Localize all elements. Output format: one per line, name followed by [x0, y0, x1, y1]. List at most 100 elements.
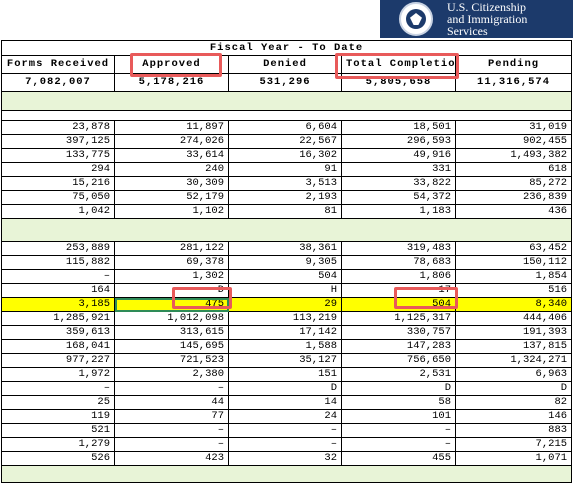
agency-name-line: Services [447, 24, 488, 38]
table-cell: – [114, 437, 229, 452]
table-row: 253,889 281,122 38,361 319,483 63,452 [1, 241, 573, 256]
table-cell: 331 [341, 162, 456, 177]
table-cell: 119 [1, 409, 115, 424]
table-cell: – [228, 423, 342, 438]
table-cell: 6,604 [228, 120, 342, 135]
table-row: 168,041 145,695 1,588 147,283 137,815 [1, 339, 573, 354]
table-cell: 756,650 [341, 353, 456, 368]
table-row: 23,878 11,897 6,604 18,501 31,019 [1, 120, 573, 135]
table-cell: 23,878 [1, 120, 115, 135]
table-cell: 1,493,382 [454, 148, 573, 163]
table-cell: 82 [454, 395, 573, 410]
table-cell: 147,283 [341, 339, 456, 354]
table-cell: 15,216 [1, 176, 115, 191]
table-row: –1,302 504 1,806 1,854 [1, 269, 573, 284]
table-cell: – [114, 423, 229, 438]
table-cell: 25 [1, 395, 115, 410]
column-header-denied: Denied [228, 55, 342, 74]
column-header-pending: Pending [454, 55, 573, 74]
table-cell: 164 [1, 283, 115, 298]
table-cell: 721,523 [114, 353, 229, 368]
table-cell: 3,185 [1, 297, 115, 312]
table-cell: 423 [114, 451, 229, 466]
table-cell: 78,683 [341, 255, 456, 270]
table-cell: 30,309 [114, 176, 229, 191]
table-cell: 313,615 [114, 325, 229, 340]
table-cell: 1,012,098 [114, 311, 229, 326]
table-cell: 85,272 [454, 176, 573, 191]
agency-name-line: U.S. Citizenship [447, 0, 527, 14]
table-cell: D [341, 381, 456, 396]
table-cell: 24 [228, 409, 342, 424]
column-header-forms-received: Forms Received [1, 55, 115, 74]
totals-row: 7,082,007 5,178,216 531,296 5,805,658 11… [1, 73, 573, 92]
table-cell: 444,406 [454, 311, 573, 326]
annotation-box-approved-header [130, 53, 222, 77]
table-row: – – D D D [1, 381, 573, 396]
table-cell: 977,227 [1, 353, 115, 368]
table-row: 526 423 32 455 1,071 [1, 451, 573, 466]
band-cell [0, 91, 573, 111]
table-cell: 1,183 [341, 204, 456, 219]
table-cell: 91 [228, 162, 342, 177]
table-cell: 436 [454, 204, 573, 219]
period-title: Fiscal Year - To Date [0, 40, 573, 56]
table-cell: 133,775 [1, 148, 115, 163]
table-cell: 146 [454, 409, 573, 424]
table-cell: 1,588 [228, 339, 342, 354]
table-row: 977,227 721,523 35,127 756,650 1,324,271 [1, 353, 573, 368]
table-cell: 75,050 [1, 190, 115, 205]
table-cell: 1,125,317 [341, 311, 456, 326]
table-cell: 1,285,921 [1, 311, 115, 326]
table-cell: 1,042 [1, 204, 115, 219]
table-cell: 1,972 [1, 367, 115, 382]
table-row: 1,042 1,102 81 1,183 436 [1, 204, 573, 219]
section-band [0, 91, 573, 111]
dhs-seal-icon [399, 2, 433, 36]
table-row: 133,775 33,614 16,302 49,916 1,493,382 [1, 148, 573, 163]
table-cell: 319,483 [341, 241, 456, 256]
table-row: 359,613 313,615 17,142 330,757 191,393 [1, 325, 573, 340]
table-cell: 150,112 [454, 255, 573, 270]
table-row: 1,285,921 1,012,098 113,219 1,125,317 444,40… [1, 311, 573, 326]
table-cell: 618 [454, 162, 573, 177]
spacer-row [0, 110, 573, 121]
spacer-cell [0, 110, 573, 121]
table-cell: D [454, 381, 573, 396]
table-cell: 54,372 [341, 190, 456, 205]
table-cell: 294 [1, 162, 115, 177]
table-row: 1,972 2,380 151 2,531 6,963 [1, 367, 573, 382]
band-cell [0, 218, 573, 242]
table-cell: 113,219 [228, 311, 342, 326]
table-cell: – [1, 269, 115, 284]
table-cell: 281,122 [114, 241, 229, 256]
table-cell: 504 [228, 269, 342, 284]
table-cell: 2,531 [341, 367, 456, 382]
table-cell: 17,142 [228, 325, 342, 340]
table-cell: 81 [228, 204, 342, 219]
table-row: 119 77 24 101 146 [1, 409, 573, 424]
table-cell: 31,019 [454, 120, 573, 135]
table-cell: 22,567 [228, 134, 342, 149]
table-cell: 236,839 [454, 190, 573, 205]
table-cell: 1,302 [114, 269, 229, 284]
table-row: 75,050 52,179 2,193 54,372 236,839 [1, 190, 573, 205]
table-cell: 58 [341, 395, 456, 410]
table-cell: 455 [341, 451, 456, 466]
column-header-total-completions: Total Completions [341, 55, 456, 74]
table-cell: 52,179 [114, 190, 229, 205]
table-cell: 44 [114, 395, 229, 410]
table-cell: 101 [341, 409, 456, 424]
total-cell: 7,082,007 [1, 73, 115, 92]
table-cell: 49,916 [341, 148, 456, 163]
table-cell: 526 [1, 451, 115, 466]
table-cell: 145,695 [114, 339, 229, 354]
table-cell: 6,963 [454, 367, 573, 382]
table-cell: 516 [454, 283, 573, 298]
table-cell: – [341, 437, 456, 452]
table-cell: 115,882 [1, 255, 115, 270]
table-cell: 16,302 [228, 148, 342, 163]
table-cell: – [114, 381, 229, 396]
table-cell: 9,305 [228, 255, 342, 270]
table-cell: 1,854 [454, 269, 573, 284]
